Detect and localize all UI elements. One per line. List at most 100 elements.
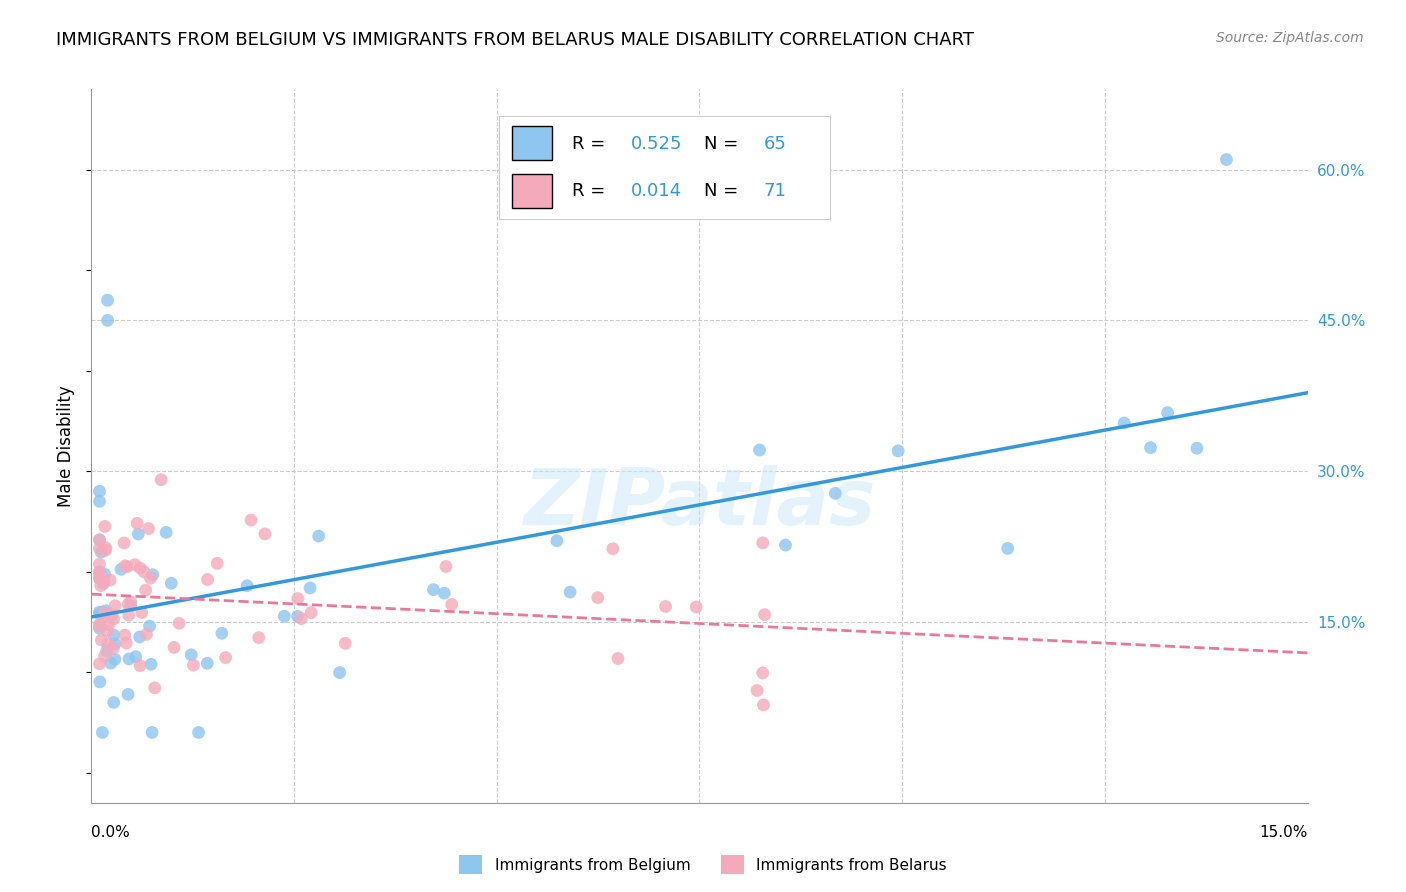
Point xyxy=(93,567,115,582)
Point xyxy=(751,665,773,680)
Point xyxy=(211,626,233,640)
Point xyxy=(1139,441,1161,455)
Point xyxy=(94,519,117,533)
Point xyxy=(433,586,456,600)
Point xyxy=(89,558,111,572)
Point xyxy=(287,609,309,624)
Point xyxy=(138,619,160,633)
Point xyxy=(434,559,457,574)
Point xyxy=(187,725,209,739)
Point xyxy=(89,566,111,581)
Point xyxy=(120,595,142,609)
Point xyxy=(103,695,125,709)
Point xyxy=(160,576,183,591)
Point xyxy=(131,606,153,620)
Point xyxy=(247,631,270,645)
Point xyxy=(94,604,117,618)
Text: 0.0%: 0.0% xyxy=(91,825,131,840)
Point xyxy=(180,648,202,662)
Point xyxy=(89,674,111,689)
Point xyxy=(240,513,263,527)
Point xyxy=(253,527,276,541)
Point xyxy=(97,313,120,327)
Point xyxy=(103,612,125,626)
FancyBboxPatch shape xyxy=(512,127,553,160)
Point xyxy=(115,636,138,650)
Point xyxy=(104,637,127,651)
Point xyxy=(1156,406,1178,420)
Point xyxy=(91,606,114,620)
Point xyxy=(205,557,228,571)
Point xyxy=(141,725,163,739)
Point xyxy=(89,533,111,547)
Point xyxy=(824,486,846,500)
Point xyxy=(103,628,125,642)
Point xyxy=(685,599,707,614)
Point xyxy=(138,522,160,536)
Point xyxy=(117,687,139,701)
Point xyxy=(273,609,295,624)
Text: ZIPatlas: ZIPatlas xyxy=(523,465,876,541)
Point xyxy=(103,641,125,656)
Text: Source: ZipAtlas.com: Source: ZipAtlas.com xyxy=(1216,31,1364,45)
Point xyxy=(90,545,112,559)
Point xyxy=(142,567,165,582)
Point xyxy=(290,612,312,626)
Point xyxy=(89,621,111,635)
Text: 65: 65 xyxy=(763,135,786,153)
Point xyxy=(94,609,117,624)
Point xyxy=(89,605,111,619)
Point xyxy=(329,665,352,680)
Point xyxy=(167,616,190,631)
Point xyxy=(89,657,111,671)
Point xyxy=(104,652,127,666)
Point xyxy=(287,591,309,606)
Point xyxy=(586,591,609,605)
Point xyxy=(89,619,111,633)
Point xyxy=(100,656,122,670)
Point xyxy=(1114,416,1136,430)
Point xyxy=(89,565,111,579)
Point xyxy=(139,571,162,585)
FancyBboxPatch shape xyxy=(512,175,553,208)
Point xyxy=(97,618,120,632)
Point xyxy=(195,657,218,671)
Point xyxy=(125,649,148,664)
Point xyxy=(124,558,146,572)
Point xyxy=(440,598,463,612)
Point xyxy=(93,606,115,620)
Point xyxy=(128,630,150,644)
Point xyxy=(89,572,111,586)
Text: N =: N = xyxy=(704,135,744,153)
Point xyxy=(558,585,581,599)
Point xyxy=(114,628,136,642)
Point xyxy=(112,536,135,550)
Text: N =: N = xyxy=(704,182,744,200)
Point xyxy=(93,574,115,589)
Point xyxy=(1185,442,1208,456)
Point xyxy=(89,484,111,499)
Point xyxy=(607,651,630,665)
Point xyxy=(135,627,157,641)
Point xyxy=(96,624,118,638)
Point xyxy=(89,607,111,621)
Point xyxy=(602,541,624,556)
Point xyxy=(97,637,120,651)
Text: 15.0%: 15.0% xyxy=(1260,825,1308,840)
Point xyxy=(118,608,141,623)
Point xyxy=(887,443,910,458)
Point xyxy=(96,643,118,657)
Point xyxy=(654,599,676,614)
Point xyxy=(94,541,117,555)
Text: R =: R = xyxy=(572,182,610,200)
Point xyxy=(775,538,797,552)
Point xyxy=(754,607,776,622)
Point xyxy=(114,558,136,573)
Point xyxy=(129,561,152,575)
Point xyxy=(748,442,770,457)
Point xyxy=(183,658,205,673)
Text: 0.014: 0.014 xyxy=(631,182,682,200)
Point xyxy=(90,579,112,593)
Point xyxy=(129,658,152,673)
Point xyxy=(155,525,177,540)
